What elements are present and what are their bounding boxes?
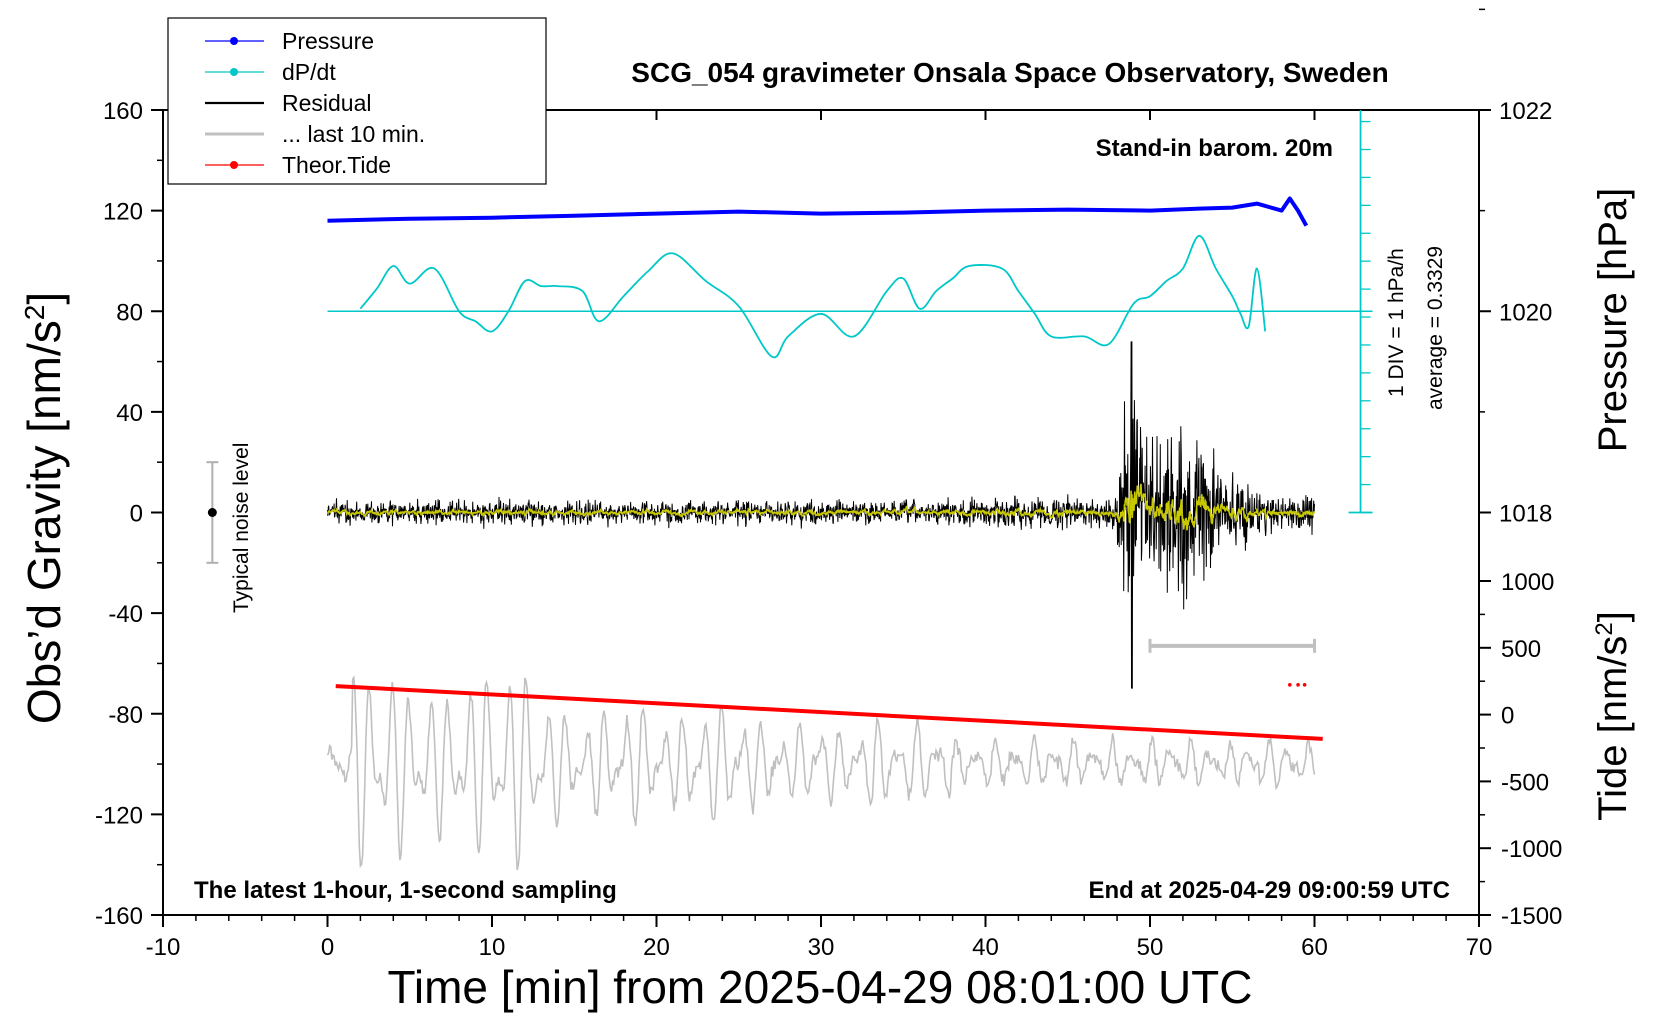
tide-line — [335, 684, 1323, 741]
sampling-note: The latest 1-hour, 1-second sampling — [194, 877, 617, 904]
y-tick-label: 160 — [103, 98, 143, 125]
x-tick-label: 30 — [808, 934, 835, 961]
x-tick-label: 0 — [321, 934, 334, 961]
pressure-tick-label: 1018 — [1499, 501, 1552, 528]
y-axis-pressure-label: Pressure [hPa] — [1591, 188, 1635, 453]
last10-span — [1148, 638, 1316, 653]
y-left-label-main: Obs’d Gravity [nm/s — [18, 320, 70, 724]
dpdt-series — [359, 234, 1267, 359]
x-axis-label: Time [min] from 2025-04-29 08:01:00 UTC — [388, 961, 1253, 1013]
legend-swatch-marker — [230, 37, 238, 45]
x-tick-label: 70 — [1466, 934, 1493, 961]
pressure-tick-label: 1020 — [1499, 299, 1552, 326]
tide-tick-label: 0 — [1501, 703, 1514, 730]
noise-label: Typical noise level — [230, 443, 253, 613]
y-tick-label: 40 — [116, 400, 143, 427]
chart-title: SCG_054 gravimeter Onsala Space Observat… — [631, 57, 1388, 88]
y-tide-label-main: Tide [nm/s — [1591, 636, 1635, 821]
legend-label: dP/dt — [282, 59, 336, 85]
legend-label: Theor.Tide — [282, 152, 391, 178]
tide-dot — [1302, 683, 1307, 687]
y-tide-label-sup: 2 — [1591, 622, 1618, 635]
legend-label: Residual — [282, 90, 372, 116]
tide-dot — [1296, 683, 1300, 687]
y-tide-label-close: ] — [1591, 611, 1635, 622]
y-tick-label: -40 — [108, 601, 143, 628]
tide-tick-label: -500 — [1501, 769, 1549, 796]
y-axis-left: 160 120 80 40 0 -40 -80 -120 -160 — [95, 98, 163, 930]
pressure-series — [327, 196, 1309, 227]
last10-series — [326, 675, 1316, 871]
x-tick-label: 60 — [1301, 934, 1328, 961]
residual-series — [326, 341, 1316, 689]
residual-line — [327, 341, 1315, 689]
y-tick-label: 0 — [130, 501, 143, 528]
tide-tick-label: 1000 — [1501, 569, 1554, 596]
y-left-label-close: ] — [18, 292, 70, 305]
y-tick-label: 80 — [116, 299, 143, 326]
legend-swatch-marker — [230, 68, 238, 76]
x-tick-label: 20 — [643, 934, 670, 961]
y-tick-label: -120 — [95, 802, 143, 829]
x-tick-label: -10 — [146, 934, 181, 961]
tide-tick-label: -1000 — [1501, 836, 1562, 863]
legend: Pressure dP/dt Residual ... last 10 min. The… — [167, 17, 547, 185]
tide-tick-label: -1500 — [1501, 903, 1562, 930]
y-left-label-sup: 2 — [19, 305, 50, 321]
legend-label: Pressure — [282, 28, 374, 54]
x-tick-label: 40 — [972, 934, 999, 961]
tide-series — [335, 683, 1323, 741]
y-tick-label: -80 — [108, 702, 143, 729]
legend-box — [167, 17, 547, 185]
dpdt-line — [359, 234, 1267, 359]
tide-dot — [1288, 683, 1292, 687]
y-axis-left-label: Obs’d Gravity [nm/s2] — [18, 292, 70, 724]
end-time-note: End at 2025-04-29 09:00:59 UTC — [1089, 877, 1451, 904]
last10-line — [326, 675, 1316, 871]
y-axis-tide: 1000 500 0 -500 -1000 -1500 — [1479, 569, 1562, 930]
noise-center-dot — [207, 508, 217, 517]
pressure-tick-label: 1022 — [1499, 98, 1552, 125]
legend-label: ... last 10 min. — [282, 121, 425, 147]
x-tick-label: 10 — [479, 934, 506, 961]
tide-tick-label: 500 — [1501, 636, 1541, 663]
barometer-note: Stand-in barom. 20m — [1096, 135, 1333, 162]
noise-level-marker — [206, 461, 219, 564]
x-tick-label: 50 — [1137, 934, 1164, 961]
dpdt-scale — [327, 110, 1373, 514]
y-axis-tide-label: Tide [nm/s2] — [1591, 611, 1635, 821]
legend-swatch-marker — [230, 161, 238, 169]
div-label: 1 DIV = 1 hPa/h — [1385, 248, 1408, 397]
x-axis: -10 0 10 20 30 40 50 60 70 — [146, 110, 1493, 961]
average-label: average = 0.3329 — [1424, 246, 1447, 410]
y-tick-label: -160 — [95, 903, 143, 930]
y-tick-label: 120 — [103, 199, 143, 226]
residual-smooth-line — [326, 483, 1316, 531]
y-axis-pressure: 1022 1020 1018 — [1479, 8, 1552, 528]
pressure-line — [327, 196, 1309, 227]
